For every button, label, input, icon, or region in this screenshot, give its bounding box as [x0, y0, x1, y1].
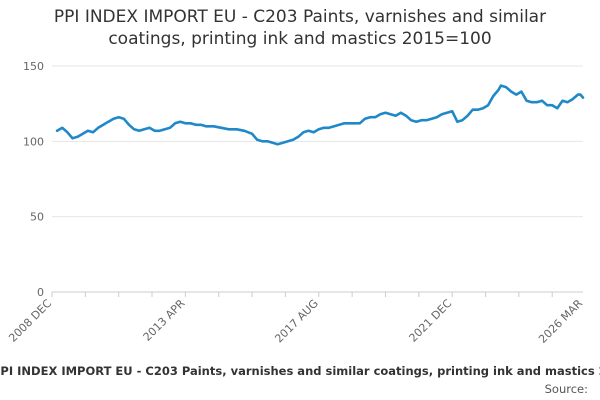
y-tick-label: 150 — [23, 60, 44, 73]
y-tick-label: 50 — [30, 211, 44, 224]
y-tick-label: 0 — [37, 286, 44, 299]
x-axis — [51, 292, 553, 297]
legend: PPI INDEX IMPORT EU - C203 Paints, varni… — [0, 364, 600, 380]
x-axis-tick-labels: 2008 DEC 2013 APR 2017 AUG 2021 DEC 2026 MAR — [6, 297, 585, 346]
y-tick-label: 100 — [23, 135, 44, 148]
source-label: Source: — [544, 382, 588, 396]
x-tick-label: 2026 MAR — [536, 297, 585, 346]
legend-series-label: PPI INDEX IMPORT EU - C203 Paints, varni… — [0, 364, 600, 378]
x-tick-label: 2008 DEC — [6, 297, 54, 345]
x-tick-label: 2017 AUG — [272, 297, 321, 346]
chart-title-line-1: PPI INDEX IMPORT EU - C203 Paints, varni… — [53, 7, 547, 27]
gridlines — [52, 65, 583, 293]
y-axis-tick-labels: 0 50 100 150 — [23, 60, 44, 299]
chart-title: PPI INDEX IMPORT EU - C203 Paints, varni… — [0, 6, 600, 50]
series-group — [55, 84, 585, 146]
x-tick-label: 2021 DEC — [406, 297, 454, 345]
series-line — [55, 84, 585, 146]
x-tick-label: 2013 APR — [141, 297, 188, 344]
chart-title-line-2: coatings, printing ink and mastics 2015=… — [108, 29, 492, 49]
